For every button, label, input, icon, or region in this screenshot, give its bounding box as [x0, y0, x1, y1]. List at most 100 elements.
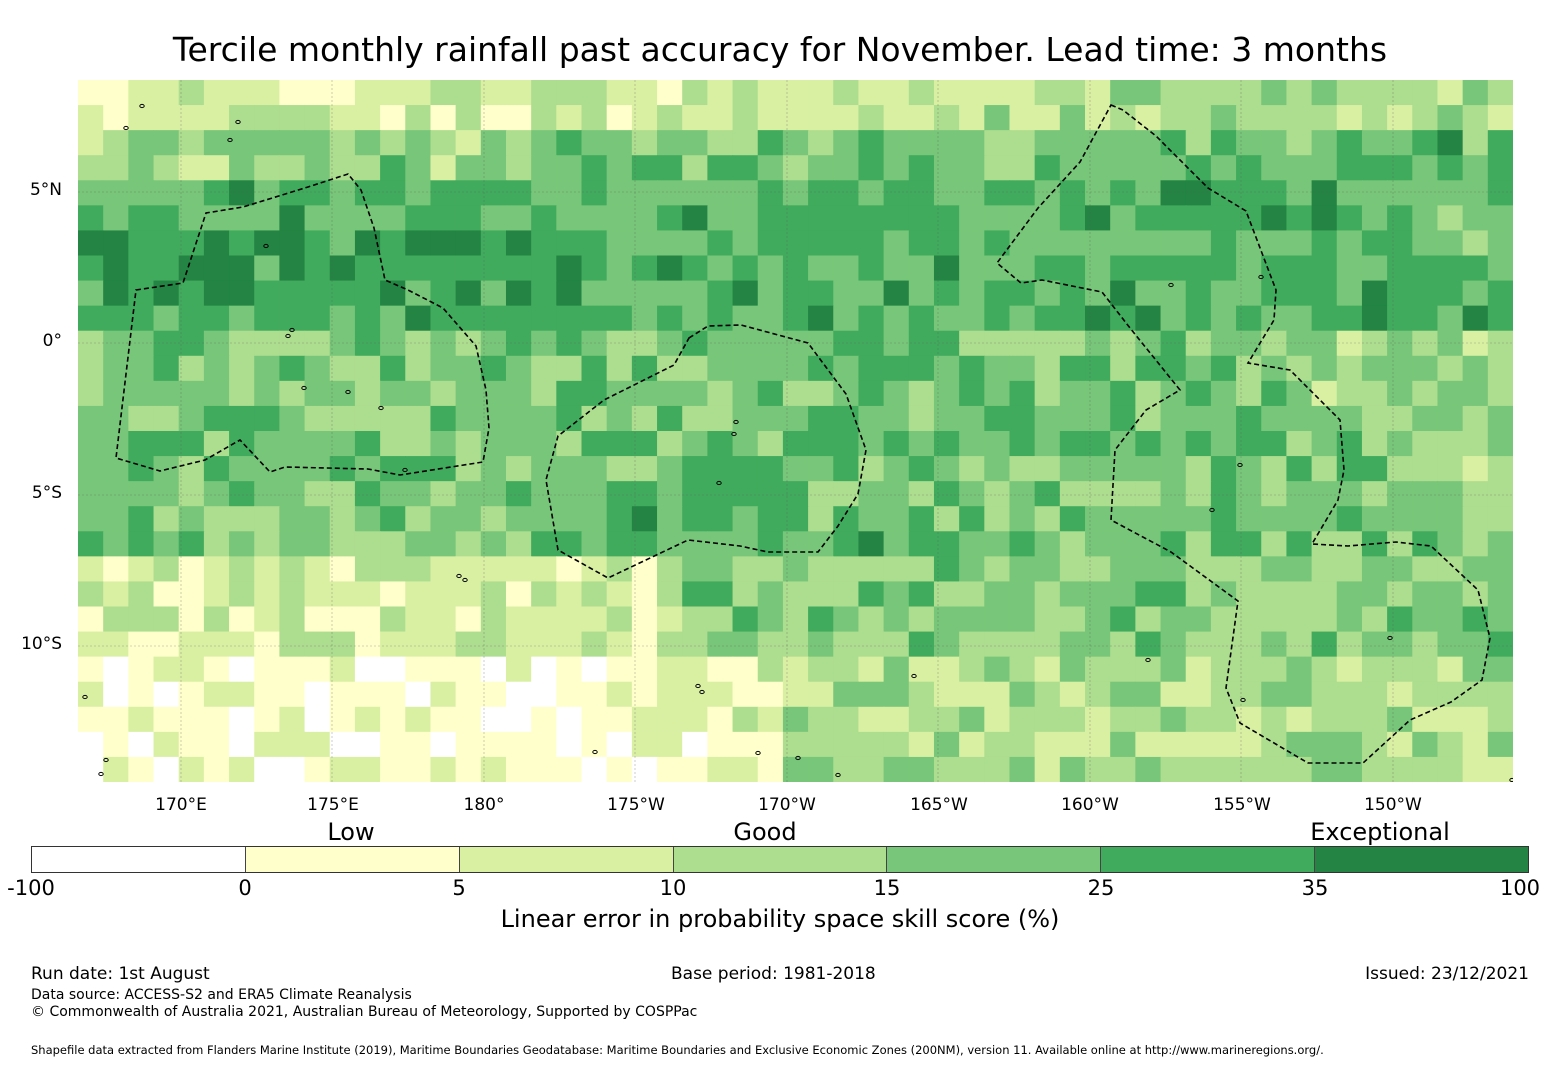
grid-cell	[556, 230, 583, 257]
grid-cell	[883, 606, 910, 633]
grid-cell	[657, 556, 683, 583]
lon-label-170w: 170°W	[758, 795, 816, 815]
grid-cell	[556, 706, 583, 733]
grid-cell	[1009, 581, 1036, 608]
grid-cell	[631, 606, 658, 633]
grid-cell	[1210, 405, 1237, 432]
grid-cell	[1135, 305, 1162, 332]
grid-cell	[354, 355, 381, 382]
grid-cell	[1487, 80, 1513, 106]
grid-cell	[405, 506, 432, 532]
grid-cell	[732, 355, 759, 382]
grid-cell	[229, 606, 255, 633]
grid-cell	[959, 706, 985, 733]
grid-cell	[78, 380, 104, 407]
grid-cell	[405, 456, 432, 482]
grid-cell	[203, 230, 230, 257]
grid-cell	[1034, 330, 1061, 357]
grid-cell	[1185, 380, 1212, 407]
grid-cell	[606, 531, 633, 557]
grid-cell	[808, 280, 834, 307]
grid-cell	[229, 130, 255, 156]
grid-cell	[430, 130, 457, 156]
grid-cell	[178, 155, 205, 181]
grid-cell	[1336, 606, 1363, 633]
grid-cell	[606, 606, 633, 633]
grid-cell	[354, 155, 381, 181]
lon-label-165w: 165°W	[910, 795, 968, 815]
grid-cell	[631, 581, 658, 608]
grid-cell	[1286, 731, 1313, 758]
island-outline	[285, 333, 291, 339]
grid-cell	[254, 681, 281, 708]
grid-cell	[1110, 130, 1136, 156]
grid-cell	[78, 731, 104, 758]
grid-cell	[1462, 355, 1489, 382]
grid-cell	[531, 431, 557, 457]
grid-cell	[103, 80, 129, 106]
grid-cell	[1387, 180, 1413, 206]
grid-cell	[304, 631, 331, 658]
grid-cell	[430, 280, 457, 307]
grid-cell	[480, 280, 507, 307]
grid-cell	[1336, 255, 1363, 282]
grid-cell	[1236, 230, 1262, 257]
grid-cell	[455, 405, 482, 432]
island-outlines	[82, 103, 1513, 782]
grid-cell	[1135, 255, 1162, 282]
grid-cell	[858, 305, 885, 332]
grid-cell	[1462, 205, 1489, 232]
grid-cell	[1160, 706, 1187, 733]
grid-cell	[304, 80, 331, 106]
grid-cell	[153, 130, 180, 156]
grid-cell	[153, 431, 180, 457]
grid-cell	[380, 631, 406, 658]
grid-cell	[1185, 305, 1212, 332]
colorbar-tick-6: 25	[1087, 876, 1115, 900]
skill-score-map[interactable]	[78, 80, 1513, 782]
grid-cell	[531, 456, 557, 482]
grid-cell	[883, 531, 910, 557]
grid-cell	[682, 481, 708, 507]
grid-cell	[883, 706, 910, 733]
grid-cell	[1361, 581, 1388, 608]
grid-cell	[78, 255, 104, 282]
grid-cell	[908, 506, 935, 532]
grid-cell	[128, 531, 155, 557]
grid-cell	[229, 255, 255, 282]
grid-cell	[1437, 681, 1464, 708]
grid-cell	[480, 681, 507, 708]
grid-cell	[657, 180, 683, 206]
grid-cell	[153, 155, 180, 181]
grid-cell	[1085, 130, 1111, 156]
grid-cell	[531, 130, 557, 156]
grid-cell	[606, 556, 633, 583]
grid-cell	[1059, 330, 1086, 357]
grid-cell	[128, 380, 155, 407]
grid-cell	[1236, 656, 1262, 683]
base-period: Base period: 1981-2018	[671, 964, 876, 984]
grid-cell	[606, 180, 633, 206]
grid-cell	[1412, 230, 1439, 257]
grid-cell	[1110, 180, 1136, 206]
grid-cell	[682, 431, 708, 457]
grid-cell	[883, 130, 910, 156]
grid-cell	[959, 506, 985, 532]
grid-cell	[430, 80, 457, 106]
grid-cell	[606, 205, 633, 232]
grid-cell	[657, 330, 683, 357]
grid-cell	[1412, 631, 1439, 658]
grid-cell	[203, 631, 230, 658]
grid-cell	[1336, 380, 1363, 407]
grid-cell	[959, 380, 985, 407]
grid-cell	[178, 180, 205, 206]
grid-cell	[1110, 656, 1136, 683]
grid-cell	[1236, 681, 1262, 708]
grid-cell	[304, 506, 331, 532]
grid-cell	[1336, 105, 1363, 131]
grid-cell	[480, 556, 507, 583]
grid-cell	[354, 380, 381, 407]
lat-label-5n: 5°N	[29, 180, 62, 200]
grid-cell	[984, 280, 1011, 307]
grid-cell	[455, 631, 482, 658]
